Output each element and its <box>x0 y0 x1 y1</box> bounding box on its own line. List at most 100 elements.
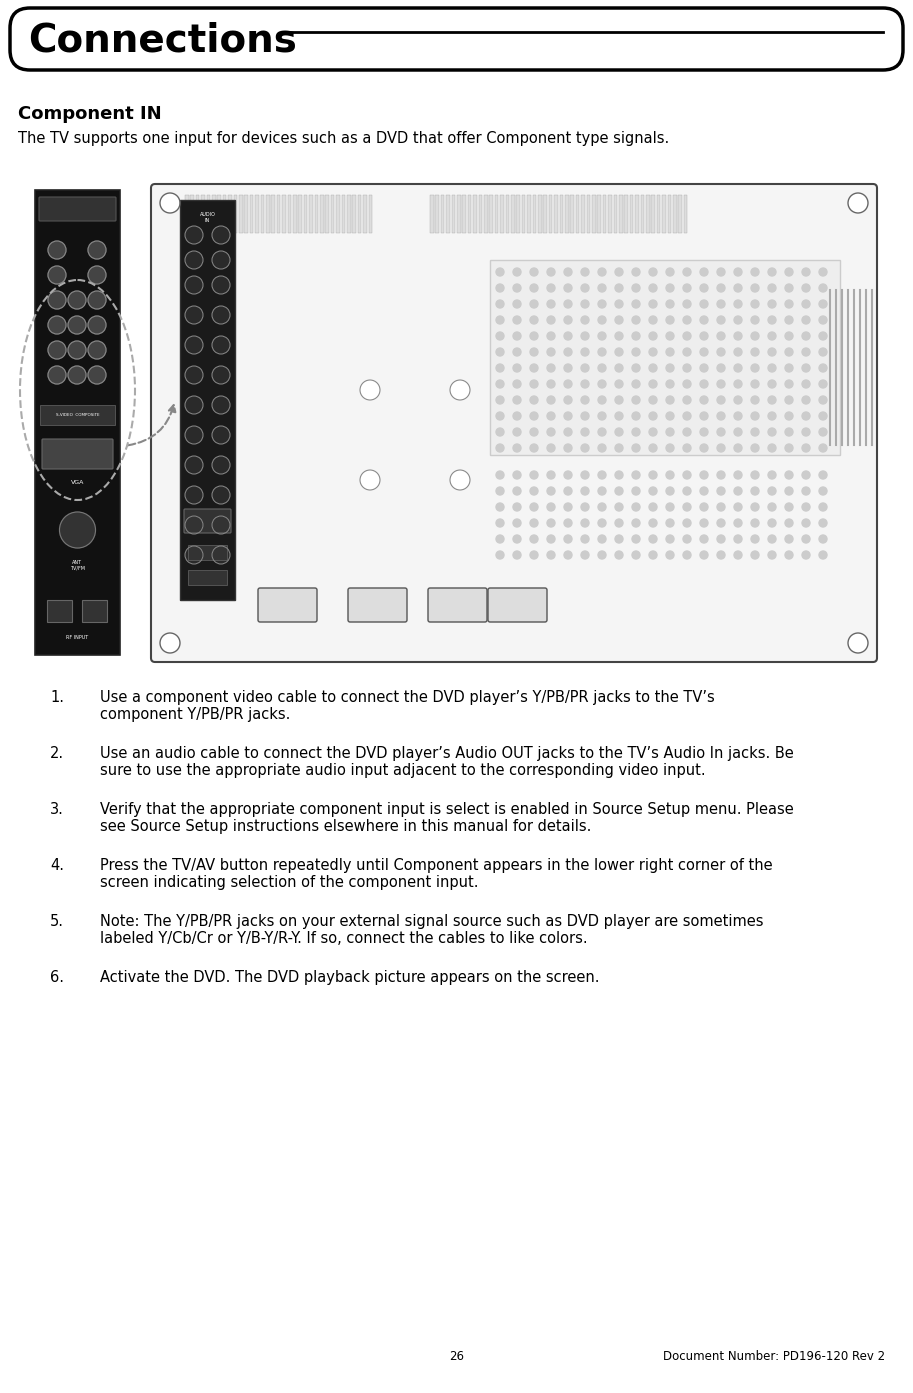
Circle shape <box>734 428 742 436</box>
FancyBboxPatch shape <box>277 195 280 233</box>
Circle shape <box>513 428 521 436</box>
FancyBboxPatch shape <box>560 195 563 233</box>
Circle shape <box>666 396 674 404</box>
Circle shape <box>547 396 555 404</box>
Circle shape <box>649 284 657 293</box>
Circle shape <box>751 380 759 389</box>
Circle shape <box>683 412 691 421</box>
FancyBboxPatch shape <box>239 195 243 233</box>
Circle shape <box>785 488 793 495</box>
Circle shape <box>513 364 521 372</box>
Circle shape <box>666 380 674 389</box>
Circle shape <box>212 396 230 414</box>
Circle shape <box>700 316 708 325</box>
Circle shape <box>768 364 776 372</box>
Circle shape <box>785 471 793 479</box>
Circle shape <box>632 364 640 372</box>
FancyBboxPatch shape <box>678 195 682 233</box>
Circle shape <box>734 535 742 543</box>
Circle shape <box>666 444 674 451</box>
Circle shape <box>768 396 776 404</box>
Circle shape <box>785 348 793 357</box>
Circle shape <box>802 444 810 451</box>
Circle shape <box>581 332 589 340</box>
Circle shape <box>649 348 657 357</box>
Circle shape <box>615 471 623 479</box>
Circle shape <box>632 316 640 325</box>
Circle shape <box>700 267 708 276</box>
Circle shape <box>48 291 66 309</box>
Circle shape <box>632 520 640 527</box>
Circle shape <box>598 552 606 559</box>
FancyBboxPatch shape <box>624 195 628 233</box>
Circle shape <box>68 341 86 359</box>
FancyBboxPatch shape <box>517 195 519 233</box>
Circle shape <box>160 194 180 213</box>
Circle shape <box>48 266 66 284</box>
Circle shape <box>547 520 555 527</box>
Circle shape <box>88 316 106 334</box>
Circle shape <box>185 456 203 474</box>
Circle shape <box>717 332 725 340</box>
Circle shape <box>547 503 555 511</box>
FancyBboxPatch shape <box>42 439 113 469</box>
Circle shape <box>649 552 657 559</box>
Circle shape <box>581 284 589 293</box>
Circle shape <box>802 520 810 527</box>
Circle shape <box>530 348 538 357</box>
Circle shape <box>496 267 504 276</box>
Circle shape <box>547 380 555 389</box>
Circle shape <box>564 428 572 436</box>
Circle shape <box>700 488 708 495</box>
Circle shape <box>819 552 827 559</box>
Circle shape <box>649 332 657 340</box>
Circle shape <box>785 444 793 451</box>
FancyBboxPatch shape <box>527 195 530 233</box>
Circle shape <box>598 444 606 451</box>
FancyBboxPatch shape <box>293 195 297 233</box>
FancyBboxPatch shape <box>490 260 840 456</box>
Circle shape <box>734 380 742 389</box>
Circle shape <box>513 332 521 340</box>
Circle shape <box>581 299 589 308</box>
FancyBboxPatch shape <box>641 195 644 233</box>
Circle shape <box>751 444 759 451</box>
FancyBboxPatch shape <box>266 195 269 233</box>
FancyBboxPatch shape <box>511 195 515 233</box>
Circle shape <box>768 535 776 543</box>
Circle shape <box>734 412 742 421</box>
Circle shape <box>185 515 203 534</box>
Circle shape <box>717 520 725 527</box>
Text: component Y/PB/PR jacks.: component Y/PB/PR jacks. <box>100 708 290 722</box>
Circle shape <box>768 428 776 436</box>
Circle shape <box>683 471 691 479</box>
Circle shape <box>496 520 504 527</box>
Circle shape <box>802 267 810 276</box>
Circle shape <box>751 267 759 276</box>
Circle shape <box>717 428 725 436</box>
Text: 5.: 5. <box>50 914 64 929</box>
Circle shape <box>496 444 504 451</box>
FancyBboxPatch shape <box>369 195 373 233</box>
Circle shape <box>649 503 657 511</box>
Circle shape <box>751 284 759 293</box>
Circle shape <box>683 380 691 389</box>
Text: 1.: 1. <box>50 690 64 705</box>
Circle shape <box>513 284 521 293</box>
Circle shape <box>649 364 657 372</box>
Circle shape <box>185 366 203 384</box>
Circle shape <box>717 299 725 308</box>
Circle shape <box>768 552 776 559</box>
Circle shape <box>768 471 776 479</box>
Circle shape <box>819 299 827 308</box>
FancyBboxPatch shape <box>630 195 634 233</box>
Circle shape <box>547 535 555 543</box>
Circle shape <box>751 520 759 527</box>
Circle shape <box>513 316 521 325</box>
Circle shape <box>581 380 589 389</box>
Circle shape <box>513 552 521 559</box>
Circle shape <box>751 299 759 308</box>
Circle shape <box>581 267 589 276</box>
FancyBboxPatch shape <box>489 195 493 233</box>
Circle shape <box>751 332 759 340</box>
